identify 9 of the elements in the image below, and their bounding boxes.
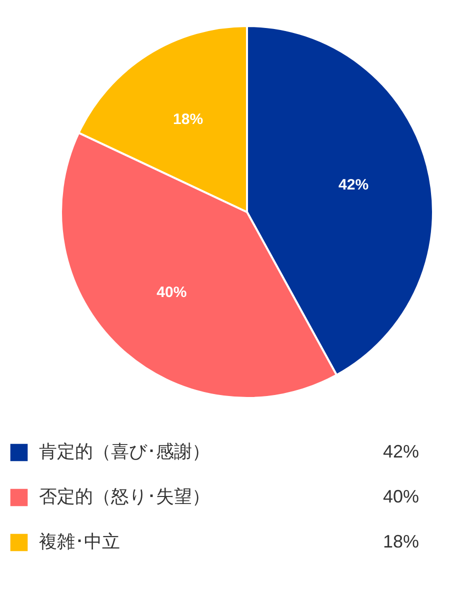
- legend-label: 否定的（怒り･失望）: [39, 486, 210, 506]
- legend-label: 肯定的（喜び･感謝）: [39, 442, 210, 462]
- data-label: 18%: [173, 111, 204, 128]
- text: 40%: [382, 486, 419, 506]
- text: 42%: [382, 442, 419, 462]
- text: 18%: [382, 532, 419, 552]
- data-label: 40%: [156, 284, 187, 302]
- legend-label: 複雑･中立: [39, 532, 120, 552]
- data-label: 42%: [338, 176, 369, 194]
